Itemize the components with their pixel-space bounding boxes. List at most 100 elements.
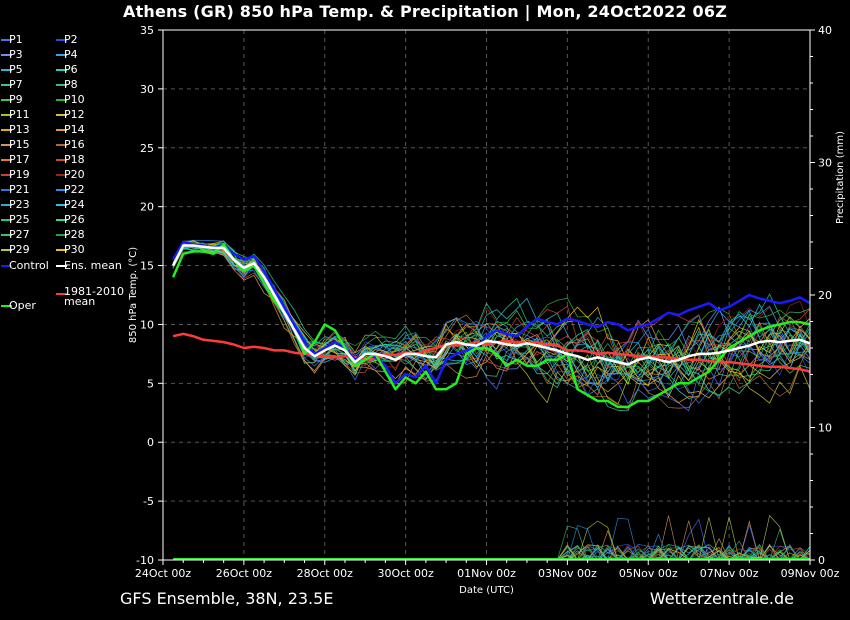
legend-swatch bbox=[56, 174, 67, 176]
legend-label: P19 bbox=[9, 168, 30, 181]
legend-swatch bbox=[56, 129, 67, 131]
precipitation-line bbox=[173, 544, 811, 561]
chart-title: Athens (GR) 850 hPa Temp. & Precipitatio… bbox=[122, 2, 727, 21]
y-axis-label: 850 hPa Temp. (°C) bbox=[128, 247, 139, 343]
legend-label: P15 bbox=[9, 138, 30, 151]
legend-label: P26 bbox=[64, 213, 85, 226]
x-tick-label: 30Oct 00z bbox=[377, 567, 434, 580]
legend-swatch bbox=[1, 174, 12, 176]
y-tick-label: 5 bbox=[147, 377, 154, 390]
legend-swatch bbox=[56, 219, 67, 221]
y-tick-label: 25 bbox=[140, 142, 154, 155]
legend-label: P22 bbox=[64, 183, 85, 196]
legend-label: P29 bbox=[9, 243, 30, 256]
y2-tick-label: 40 bbox=[818, 24, 832, 37]
legend-label: P30 bbox=[64, 243, 85, 256]
legend-swatch bbox=[56, 39, 67, 41]
legend-swatch bbox=[1, 219, 12, 221]
legend-swatch bbox=[56, 234, 67, 236]
legend-swatch bbox=[1, 265, 12, 267]
y-tick-label: 10 bbox=[140, 318, 154, 331]
y-tick-label: 30 bbox=[140, 83, 154, 96]
footer-model-info: GFS Ensemble, 38N, 23.5E bbox=[120, 589, 334, 608]
series-line-ens-mean bbox=[171, 244, 811, 366]
legend-label: P20 bbox=[64, 168, 85, 181]
series-line-1981-2010-mean bbox=[172, 332, 811, 373]
series-line-oper bbox=[171, 243, 811, 409]
legend-label: P4 bbox=[64, 48, 78, 61]
legend-swatch bbox=[56, 84, 67, 86]
legend-swatch bbox=[1, 159, 12, 161]
legend-swatch bbox=[1, 39, 12, 41]
y-tick-label: 15 bbox=[140, 260, 154, 273]
precipitation-line bbox=[173, 544, 811, 561]
footer-source: Wetterzentrale.de bbox=[649, 589, 794, 608]
ensemble-member-line bbox=[172, 245, 811, 396]
legend-label: P7 bbox=[9, 78, 23, 91]
legend-label: P9 bbox=[9, 93, 23, 106]
legend-swatch bbox=[1, 54, 12, 56]
y2-tick-label: 30 bbox=[818, 157, 832, 170]
legend-label: P25 bbox=[9, 213, 30, 226]
x-tick-label: 07Nov 00z bbox=[700, 567, 759, 580]
x-tick-label: 03Nov 00z bbox=[538, 567, 597, 580]
legend-swatch bbox=[56, 189, 67, 191]
precipitation-line bbox=[173, 543, 811, 561]
ensemble-member-line bbox=[172, 240, 811, 412]
legend-label: Control bbox=[9, 259, 49, 272]
x-tick-label: 09Nov 00z bbox=[781, 567, 840, 580]
legend-label: P24 bbox=[64, 198, 85, 211]
legend-label: P18 bbox=[64, 153, 85, 166]
legend-label: 1981-2010 mean bbox=[64, 285, 124, 308]
x-tick-label: 24Oct 00z bbox=[135, 567, 192, 580]
ensemble-member-line bbox=[172, 244, 811, 412]
legend-label: Oper bbox=[9, 299, 36, 312]
grid bbox=[163, 30, 810, 560]
legend-label: P5 bbox=[9, 63, 23, 76]
highlight-series bbox=[171, 240, 811, 409]
precipitation-line bbox=[173, 544, 811, 561]
legend-swatch bbox=[1, 69, 12, 71]
precipitation-line bbox=[173, 544, 810, 561]
legend-label: P17 bbox=[9, 153, 30, 166]
ensemble-member-line bbox=[172, 243, 811, 383]
legend-label: P1 bbox=[9, 33, 23, 46]
legend-swatch bbox=[56, 54, 67, 56]
legend-swatch bbox=[56, 69, 67, 71]
legend-label: P14 bbox=[64, 123, 85, 136]
legend-label: P16 bbox=[64, 138, 85, 151]
y-tick-label: 0 bbox=[147, 436, 154, 449]
legend-swatch bbox=[56, 159, 67, 161]
legend-label: P10 bbox=[64, 93, 85, 106]
legend-label: P6 bbox=[64, 63, 78, 76]
legend-swatch bbox=[1, 305, 12, 307]
x-tick-label: 28Oct 00z bbox=[297, 567, 354, 580]
legend-swatch bbox=[56, 99, 67, 101]
legend-label: P13 bbox=[9, 123, 30, 136]
x-tick-label: 01Nov 00z bbox=[457, 567, 516, 580]
legend-swatch bbox=[1, 99, 12, 101]
legend-swatch bbox=[1, 114, 12, 116]
legend-swatch bbox=[1, 189, 12, 191]
legend-swatch bbox=[1, 234, 12, 236]
y2-tick-label: 10 bbox=[818, 422, 832, 435]
legend-label: P3 bbox=[9, 48, 23, 61]
legend-label: P8 bbox=[64, 78, 78, 91]
y-tick-label: 20 bbox=[140, 201, 154, 214]
legend-label: P11 bbox=[9, 108, 30, 121]
legend-label: P21 bbox=[9, 183, 30, 196]
axes: -10 -5 0 5 10 15 20 25 30 35 0 10 20 30 40 24Oct 00z 26O… bbox=[128, 24, 846, 596]
legend-swatch bbox=[56, 293, 67, 295]
legend-swatch bbox=[56, 144, 67, 146]
legend-swatch bbox=[56, 114, 67, 116]
precipitation-lines bbox=[173, 514, 811, 561]
legend-swatch bbox=[1, 84, 12, 86]
x-tick-label: 26Oct 00z bbox=[216, 567, 273, 580]
legend-label: Ens. mean bbox=[64, 259, 122, 272]
legend-label: P2 bbox=[64, 33, 78, 46]
x-tick-label: 05Nov 00z bbox=[619, 567, 678, 580]
y-tick-label: -5 bbox=[143, 495, 154, 508]
x-axis-label: Date (UTC) bbox=[459, 585, 514, 596]
y-tick-label: 35 bbox=[140, 24, 154, 37]
